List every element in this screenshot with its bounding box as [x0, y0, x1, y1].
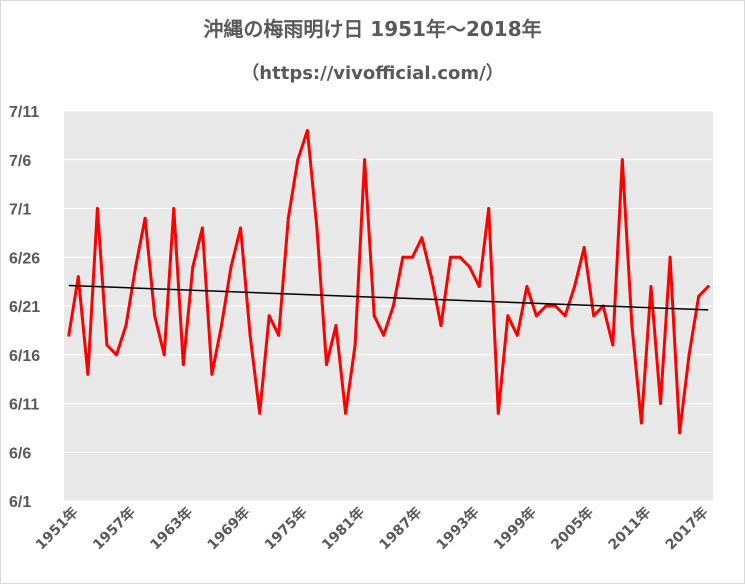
data-point	[315, 226, 319, 230]
data-point	[659, 402, 663, 405]
data-point	[401, 255, 405, 259]
data-point	[353, 343, 357, 347]
x-tick-label: 2017年	[662, 504, 711, 553]
x-tick-label: 1987年	[376, 504, 425, 553]
data-point	[544, 304, 548, 308]
data-point	[86, 372, 90, 376]
data-point	[95, 207, 99, 210]
data-point	[487, 207, 491, 210]
data-point	[181, 363, 185, 366]
data-point	[200, 226, 204, 230]
data-point	[76, 275, 80, 279]
data-point	[334, 324, 338, 327]
data-point	[258, 411, 262, 415]
data-point	[114, 353, 118, 357]
data-point	[439, 324, 443, 327]
data-point	[706, 285, 710, 288]
data-point	[620, 158, 624, 162]
data-point	[592, 314, 596, 318]
data-point	[496, 411, 500, 415]
data-point	[563, 314, 567, 318]
data-point	[429, 275, 433, 279]
data-point	[554, 304, 558, 308]
chart-title: 沖縄の梅雨明け日 1951年～2018年	[203, 17, 542, 41]
data-point	[162, 353, 166, 357]
data-point	[363, 158, 367, 162]
data-point	[277, 333, 281, 337]
data-point	[420, 236, 424, 240]
x-tick-label: 1969年	[204, 504, 253, 553]
data-point	[286, 216, 290, 220]
data-point	[687, 353, 691, 357]
data-point	[229, 265, 233, 269]
data-point	[525, 285, 529, 288]
y-tick-label: 6/6	[9, 445, 31, 462]
y-tick-label: 7/11	[9, 104, 39, 121]
data-point	[219, 324, 223, 327]
x-tick-label: 2005年	[548, 504, 597, 553]
data-point	[143, 216, 147, 220]
data-point	[267, 314, 271, 318]
data-point	[391, 304, 395, 308]
x-tick-label: 1975年	[261, 504, 310, 553]
x-tick-label: 2011年	[605, 504, 654, 553]
data-point	[372, 314, 376, 318]
data-point	[296, 158, 300, 162]
chart-subtitle: （https://vivofficial.com/）	[241, 63, 504, 84]
data-point	[477, 285, 481, 288]
data-point	[573, 285, 577, 288]
data-point	[344, 411, 348, 415]
data-point	[449, 255, 453, 259]
data-point	[382, 333, 386, 337]
y-tick-label: 7/1	[9, 202, 31, 219]
data-point	[534, 314, 538, 318]
x-tick-label: 1957年	[89, 504, 138, 553]
data-point	[105, 343, 109, 347]
data-point	[67, 333, 71, 337]
x-tick-label: 1999年	[490, 504, 539, 553]
data-point	[239, 226, 243, 230]
x-tick-label: 1963年	[147, 504, 196, 553]
data-point	[630, 324, 634, 327]
x-tick-label: 1951年	[32, 504, 81, 553]
data-point	[191, 265, 195, 269]
data-point	[134, 265, 138, 269]
data-point	[410, 255, 414, 259]
x-tick-label: 1981年	[318, 504, 367, 553]
series-line-tsuyuake	[67, 129, 710, 435]
data-point	[124, 324, 128, 327]
trend-line	[68, 284, 709, 311]
data-point	[506, 314, 510, 318]
data-point	[611, 343, 615, 347]
data-point	[515, 333, 519, 337]
data-point	[305, 129, 309, 132]
data-point	[649, 285, 653, 288]
data-point	[153, 314, 157, 318]
y-tick-label: 6/26	[9, 250, 40, 267]
data-point	[458, 255, 462, 259]
data-point	[248, 333, 252, 337]
y-tick-label: 7/6	[9, 153, 31, 170]
data-point	[668, 255, 672, 259]
data-point	[468, 265, 472, 269]
y-tick-label: 6/11	[9, 397, 39, 414]
data-point	[324, 363, 328, 366]
data-point	[639, 421, 643, 425]
data-point	[678, 431, 682, 435]
data-point	[210, 372, 214, 376]
data-point	[582, 246, 586, 249]
y-tick-label: 6/16	[9, 348, 40, 365]
x-tick-label: 1993年	[433, 504, 482, 553]
data-point	[697, 294, 701, 298]
data-point	[172, 207, 176, 210]
y-tick-label: 6/1	[9, 494, 31, 511]
y-tick-label: 6/21	[9, 299, 40, 316]
